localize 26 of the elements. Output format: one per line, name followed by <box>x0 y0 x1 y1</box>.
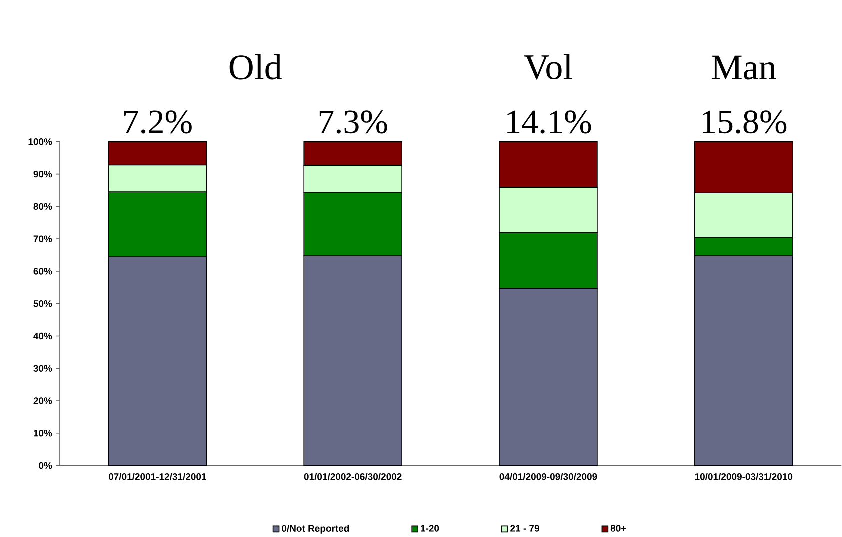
legend-label: 80+ <box>610 524 626 532</box>
legend-label: 1-20 <box>421 524 440 532</box>
legend-label: 21 - 79 <box>510 524 540 532</box>
y-tick-label: 0% <box>39 462 52 469</box>
text: Man <box>712 56 776 80</box>
y-tick-label: 10% <box>34 430 52 437</box>
x-tick-label: 07/01/2001-12/31/2001 <box>108 473 207 480</box>
y-tick-label: 80% <box>34 203 52 210</box>
data-label: 7.2% <box>124 110 192 134</box>
y-tick-label: 90% <box>34 170 52 178</box>
data-label: 7.3% <box>320 110 388 134</box>
x-tick-label: 04/01/2009-09/30/2009 <box>500 473 598 480</box>
y-tick-label: 20% <box>34 397 52 404</box>
y-tick-label: 30% <box>34 365 52 372</box>
data-label: 14.1% <box>508 110 592 134</box>
y-tick-label: 40% <box>34 332 52 340</box>
legend-label: 0/Not Reported <box>282 524 350 534</box>
y-tick-label: 60% <box>34 268 52 275</box>
y-tick-label: 50% <box>34 300 52 308</box>
text: Old <box>230 54 282 80</box>
x-tick-label: 01/01/2002-06/30/2002 <box>304 473 402 480</box>
y-tick-label: 70% <box>34 236 52 242</box>
data-label: 15.8% <box>703 110 787 134</box>
text: Vol <box>524 54 572 80</box>
x-tick-label: 10/01/2009-03/31/2010 <box>695 473 793 480</box>
y-tick-label: 100% <box>28 138 52 146</box>
